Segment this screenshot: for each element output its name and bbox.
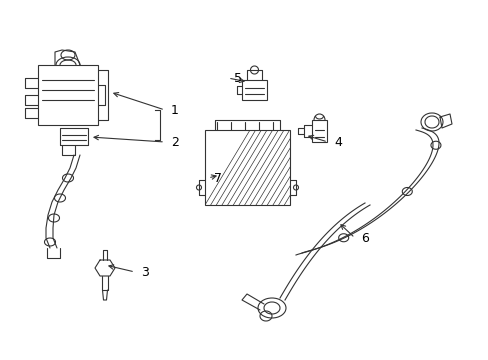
Text: 2: 2 bbox=[171, 135, 179, 149]
Text: 6: 6 bbox=[360, 231, 368, 244]
Text: 5: 5 bbox=[234, 72, 242, 85]
Text: 4: 4 bbox=[333, 135, 341, 149]
Text: 7: 7 bbox=[214, 171, 222, 185]
Text: 3: 3 bbox=[141, 266, 148, 279]
Text: 1: 1 bbox=[171, 104, 179, 117]
